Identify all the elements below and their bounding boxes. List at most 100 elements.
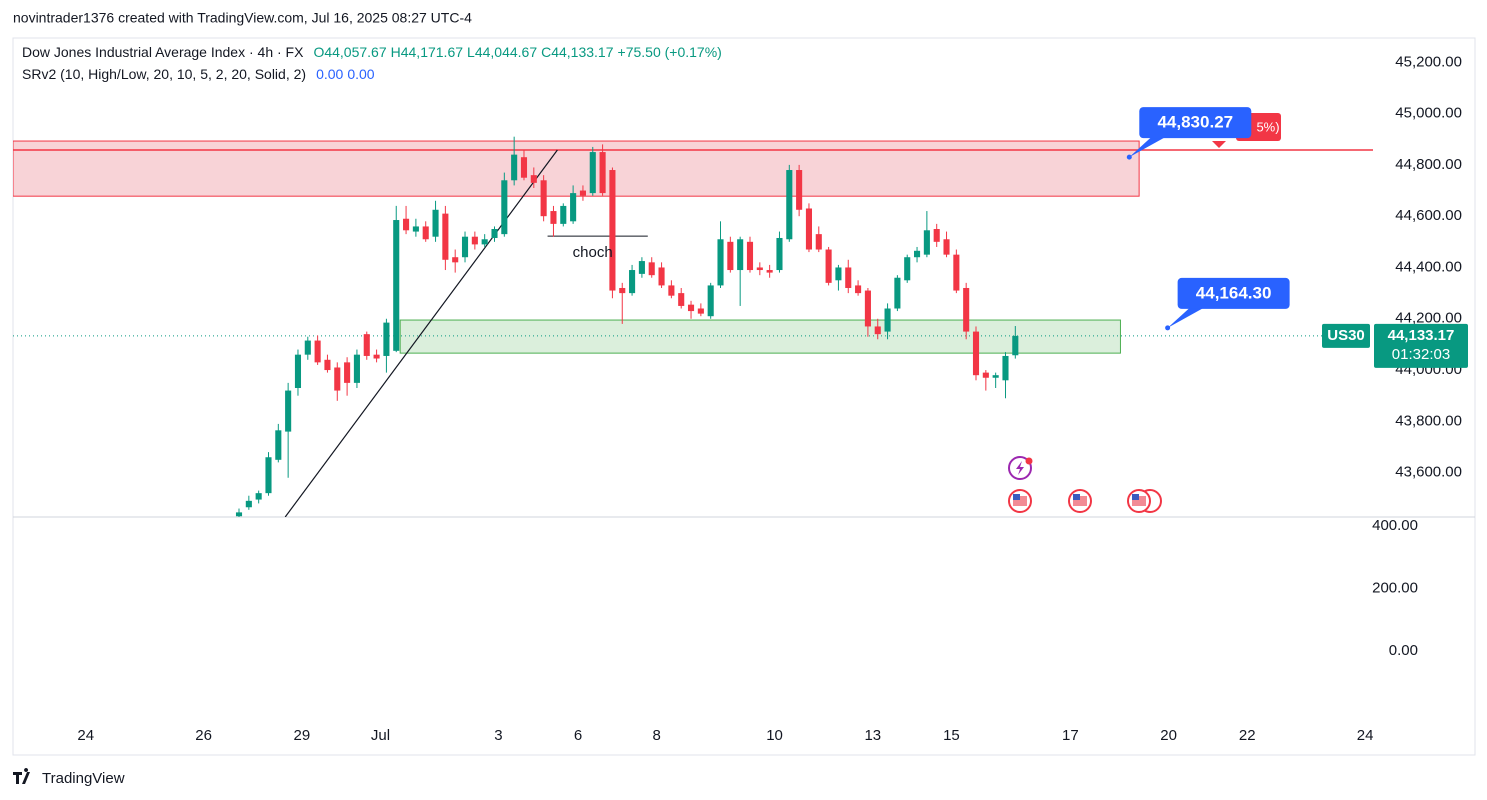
x-tick-label: 24 [77, 727, 94, 744]
candle-body [786, 170, 793, 240]
x-tick-label: 10 [766, 727, 783, 744]
candle-body [560, 205, 567, 224]
candle-body [845, 267, 852, 288]
footer-logo [13, 768, 30, 784]
candle-body [540, 180, 547, 217]
candle-body [570, 193, 577, 222]
y-tick-label: 44,400.00 [1395, 258, 1462, 275]
candle-body [235, 512, 243, 517]
plot-area [13, 136, 1373, 517]
candle-body [727, 241, 734, 271]
y-tick-label: 45,200.00 [1395, 53, 1462, 70]
candle-body [629, 270, 636, 294]
legend-value: H44,171.67 [391, 44, 464, 60]
price-label: 44,133.17 [1388, 327, 1455, 344]
candle-body [884, 308, 891, 332]
legend-title: Dow Jones Industrial Average Index · 4h … [22, 44, 304, 60]
candle-body [550, 211, 557, 224]
candle-body [992, 375, 999, 378]
candle-body [314, 340, 321, 363]
x-tick-label: 26 [195, 727, 212, 744]
candle-body [491, 229, 498, 238]
candle-body [746, 241, 754, 271]
x-tick-label: 8 [652, 727, 660, 744]
candle-body [668, 285, 675, 296]
callout-label: 44,830.27 [1157, 113, 1233, 132]
price-box [1374, 323, 1468, 368]
x-tick-label: 3 [494, 727, 502, 744]
candle-body [294, 354, 302, 389]
candle-body [864, 290, 871, 327]
candle-body [530, 175, 537, 183]
legend-value: O44,057.67 [313, 44, 386, 60]
callout-box [1139, 107, 1252, 139]
y-tick-label: 0.00 [1389, 642, 1418, 659]
candle-body [452, 257, 459, 263]
candle-body [373, 354, 380, 359]
y-tick-label: 43,600.00 [1395, 464, 1462, 481]
candle-body [805, 208, 812, 250]
candle-body [609, 170, 616, 291]
candle-body [1012, 335, 1019, 356]
legend-title: SRv2 (10, High/Low, 20, 10, 5, 2, 20, So… [22, 66, 306, 82]
candle-body [835, 267, 842, 281]
countdown-label: 01:32:03 [1392, 346, 1450, 363]
candle-body [697, 308, 704, 314]
callout-box [1177, 277, 1290, 309]
candle-body [678, 293, 685, 306]
legend-value: C44,133.17 [541, 44, 614, 60]
candle-body [619, 287, 626, 294]
candle-body [933, 229, 940, 242]
legend-value: +75.50 (+0.17%) [618, 44, 722, 60]
candle-body [825, 249, 832, 283]
candle-body [923, 230, 930, 255]
x-tick-label: 24 [1357, 727, 1374, 744]
event-icons [1008, 456, 1162, 513]
candle-body [245, 500, 252, 508]
candle-body [353, 354, 360, 383]
candle-body [687, 304, 695, 312]
y-tick-label: 200.00 [1372, 580, 1418, 597]
candle-body [422, 226, 429, 240]
candle-body [589, 152, 596, 194]
callout-pointer [1167, 307, 1204, 328]
candle-body [501, 180, 508, 235]
candle-body [982, 372, 989, 378]
candle-body [972, 331, 980, 376]
callout-anchor [1126, 154, 1132, 160]
frame [12, 37, 1476, 756]
candle-body [334, 367, 341, 391]
x-tick-label: 13 [864, 727, 881, 744]
candle-body [511, 154, 518, 181]
symbol-box [1322, 323, 1370, 348]
candle-body [658, 267, 665, 286]
candle-body [481, 239, 488, 245]
symbol-label: US30 [1327, 327, 1365, 344]
credit: novintrader1376 created with TradingView… [13, 10, 472, 26]
footer: TradingView [42, 770, 125, 787]
candle-body [815, 234, 822, 250]
candle-body [403, 218, 410, 231]
candle-body [963, 287, 970, 332]
candle-body [324, 359, 331, 371]
candle-body [442, 213, 449, 260]
candle-body [1002, 355, 1009, 381]
candle-body [579, 190, 586, 196]
y-tick-label: 43,800.00 [1395, 412, 1462, 429]
legend-value: 0.00 [347, 66, 374, 82]
x-tick-label: 15 [943, 727, 960, 744]
candle-body [520, 157, 528, 178]
candle-body [874, 326, 881, 335]
candle-body [363, 334, 370, 356]
x-tick-label: 17 [1062, 727, 1079, 744]
candle-body [855, 285, 862, 294]
candle-body [638, 261, 645, 274]
y-tick-label: 400.00 [1372, 517, 1418, 534]
candle-body [943, 239, 950, 255]
x-tick-label: 20 [1160, 727, 1177, 744]
candle-body [393, 220, 400, 351]
candle-body [599, 152, 606, 194]
zone [399, 319, 1121, 354]
